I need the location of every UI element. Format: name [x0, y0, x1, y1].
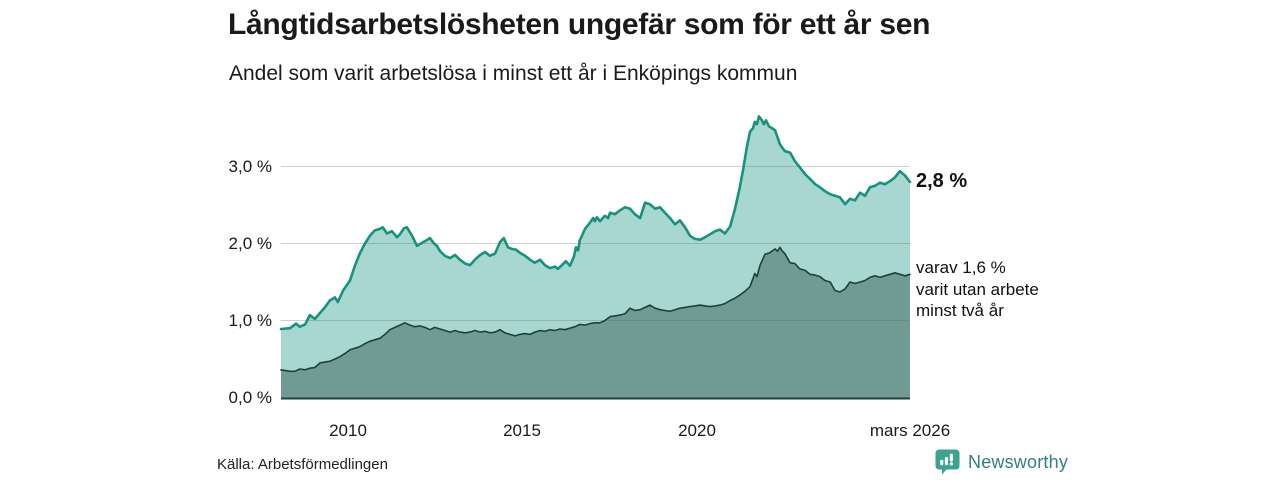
y-tick-label: 2,0 %: [228, 233, 272, 253]
x-tick-label: 2020: [678, 421, 716, 440]
newsworthy-logo-icon: [935, 449, 960, 475]
newsworthy-wordmark: Newsworthy: [968, 451, 1069, 472]
two-year-line: [280, 246, 911, 373]
newsworthy-branding: Newsworthy: [935, 449, 1068, 475]
annotation-line: varav 1,6 %: [916, 258, 1006, 277]
total-end-value-label: 2,8 %: [916, 170, 968, 192]
y-tick-label: 1,0 %: [228, 310, 272, 330]
x-tick-label: 2010: [329, 421, 367, 440]
two-year-area-fill: [281, 247, 910, 398]
x-tick-label: mars 2026: [869, 421, 951, 440]
source-credit: Källa: Arbetsförmedlingen: [217, 456, 388, 473]
two-year-end-annotation: varav 1,6 % varit utan arbete minst två …: [916, 257, 1039, 322]
page-title: Långtidsarbetslösheten ungefär som för e…: [228, 8, 931, 41]
total-line: [279, 115, 912, 331]
y-tick-label: 3,0 %: [228, 156, 272, 176]
annotation-line: minst två år: [916, 301, 1004, 320]
chart-subtitle: Andel som varit arbetslösa i minst ett å…: [229, 62, 798, 85]
x-tick-label: 2015: [503, 421, 541, 440]
annotation-line: varit utan arbete: [916, 279, 1039, 299]
y-tick-label: 0,0 %: [228, 387, 272, 407]
